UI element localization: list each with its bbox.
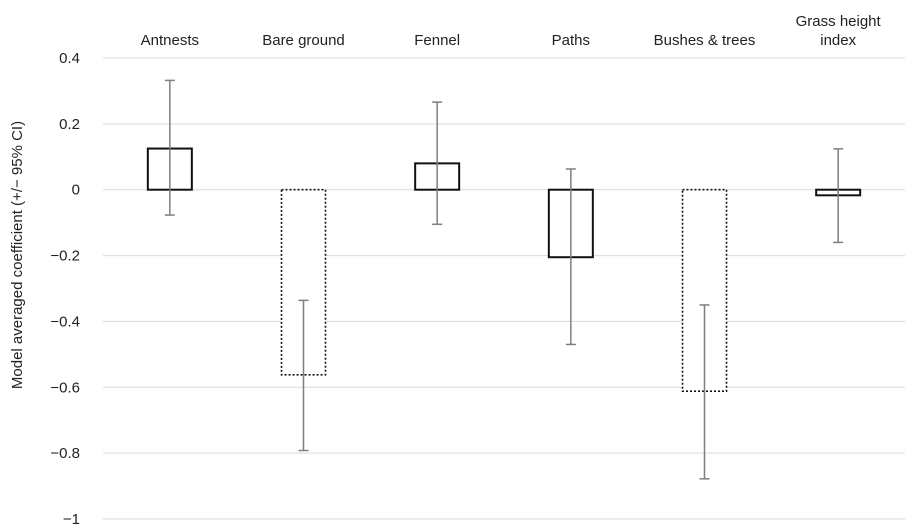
category-label: Bushes & trees bbox=[654, 32, 756, 49]
y-tick-label: 0 bbox=[72, 182, 80, 199]
category-label: index bbox=[820, 32, 856, 49]
category-label: Grass height bbox=[796, 13, 882, 30]
category-label: Fennel bbox=[414, 32, 460, 49]
y-tick-label: −0.8 bbox=[50, 445, 80, 462]
category-label: Paths bbox=[552, 32, 590, 49]
y-axis-title: Model averaged coefficient (+/− 95% CI) bbox=[9, 121, 26, 389]
y-tick-labels: 0.4 0.2 0 −0.2 −0.4 −0.6 −0.8 −1 bbox=[50, 50, 80, 528]
error-bars bbox=[164, 79, 844, 480]
y-tick-label: −0.2 bbox=[50, 248, 80, 265]
category-label: Bare ground bbox=[262, 32, 345, 49]
bars bbox=[146, 147, 862, 393]
y-tick-label: −1 bbox=[63, 511, 80, 528]
gridlines bbox=[103, 57, 905, 520]
y-tick-label: −0.6 bbox=[50, 379, 80, 396]
category-labels: Antnests Bare ground Fennel Paths Bushes & t… bbox=[141, 13, 882, 49]
category-label: Antnests bbox=[141, 32, 199, 49]
y-tick-label: 0.2 bbox=[59, 116, 80, 133]
y-tick-label: −0.4 bbox=[50, 313, 80, 330]
y-tick-label: 0.4 bbox=[59, 50, 80, 67]
